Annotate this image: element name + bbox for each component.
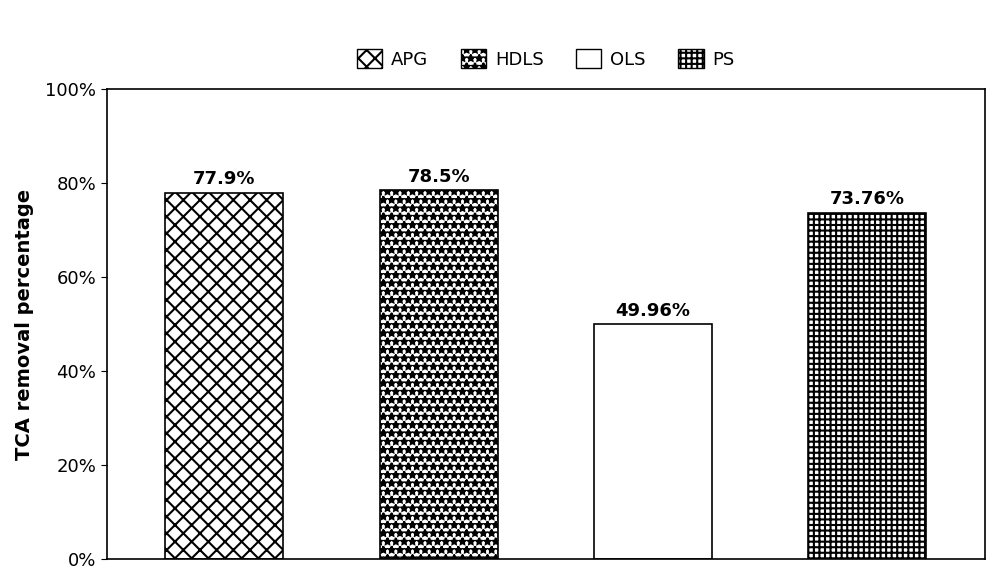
Bar: [380, 190, 498, 559]
Text: 78.5%: 78.5%: [407, 167, 470, 185]
Legend: APG, HDLS, OLS, PS: APG, HDLS, OLS, PS: [349, 42, 742, 75]
Text: 49.96%: 49.96%: [615, 302, 690, 319]
Text: 73.76%: 73.76%: [830, 190, 905, 208]
Bar: [594, 324, 712, 559]
Bar: [165, 193, 283, 559]
Text: 77.9%: 77.9%: [193, 170, 256, 188]
Y-axis label: TCA removal percentage: TCA removal percentage: [15, 188, 34, 460]
Bar: [808, 212, 926, 559]
